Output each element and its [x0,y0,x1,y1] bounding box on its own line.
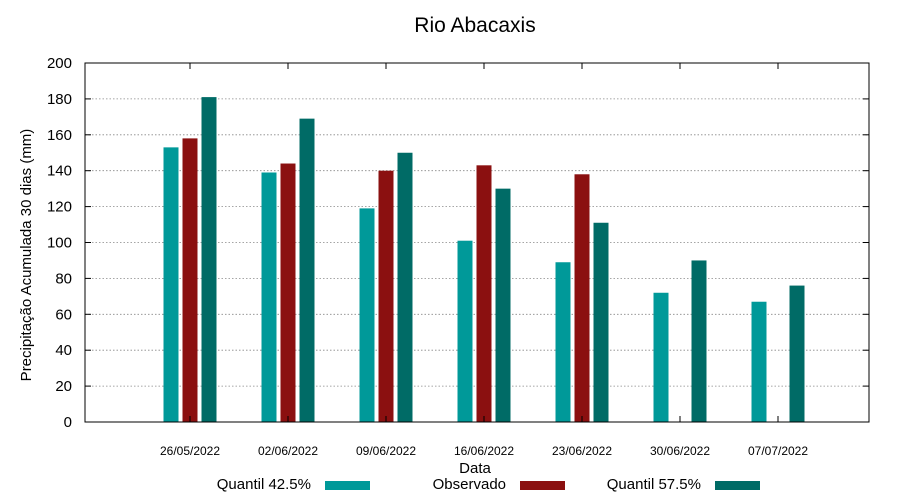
x-axis-label: Data [459,460,491,477]
bar-quantil-42-5 [457,240,473,422]
y-tick-label: 180 [47,91,72,108]
plot-frame [84,62,870,423]
legend-swatch [325,481,370,490]
x-tick-label: 23/06/2022 [552,444,612,458]
y-tick-label: 160 [47,127,72,144]
y-tick-label: 100 [47,235,72,252]
bar-quantil-57-5 [201,97,217,422]
y-tick-label: 20 [55,378,72,395]
bar-quantil-42-5 [359,208,375,422]
bar-quantil-57-5 [495,188,511,422]
bar-quantil-57-5 [397,152,413,422]
x-axis-ticks: 26/05/2022 02/06/2022 09/06/2022 16/06/2022… [160,63,808,458]
bar-quantil-42-5 [555,262,571,422]
legend-swatch [715,481,760,490]
y-tick-label: 80 [55,270,72,287]
bar-quantil-57-5 [593,222,609,422]
legend-label: Observado [433,476,506,493]
y-tick-label: 140 [47,163,72,180]
bar-quantil-42-5 [261,172,277,422]
bar-quantil-57-5 [691,260,707,422]
y-axis-ticks: 0 20 40 60 80 100 120 140 160 180 200 [47,55,869,431]
legend: Quantil 42.5% Observado Quantil 57.5% [217,476,760,493]
chart-title: Rio Abacaxis [414,14,535,37]
y-tick-label: 0 [64,414,72,431]
y-axis-label: Precipitação Acumulada 30 dias (mm) [18,129,35,382]
legend-label: Quantil 57.5% [607,476,701,493]
x-tick-label: 30/06/2022 [650,444,710,458]
y-tick-label: 120 [47,199,72,216]
y-tick-label: 200 [47,55,72,72]
bar-observado [182,138,198,422]
y-tick-label: 40 [55,342,72,359]
x-tick-label: 09/06/2022 [356,444,416,458]
bar-observado [574,174,590,422]
x-tick-label: 16/06/2022 [454,444,514,458]
x-tick-label: 02/06/2022 [258,444,318,458]
x-tick-label: 07/07/2022 [748,444,808,458]
y-tick-label: 60 [55,306,72,323]
bar-quantil-42-5 [751,301,767,422]
legend-swatch [520,481,565,490]
bar-observado [280,163,296,422]
bar-quantil-42-5 [163,147,179,423]
bar-quantil-57-5 [789,285,805,422]
legend-label: Quantil 42.5% [217,476,311,493]
bar-observado [476,165,492,422]
bar-observado [378,170,394,422]
bar-quantil-42-5 [653,292,669,422]
x-tick-label: 26/05/2022 [160,444,220,458]
bar-marks [163,97,805,423]
bar-quantil-57-5 [299,118,315,423]
